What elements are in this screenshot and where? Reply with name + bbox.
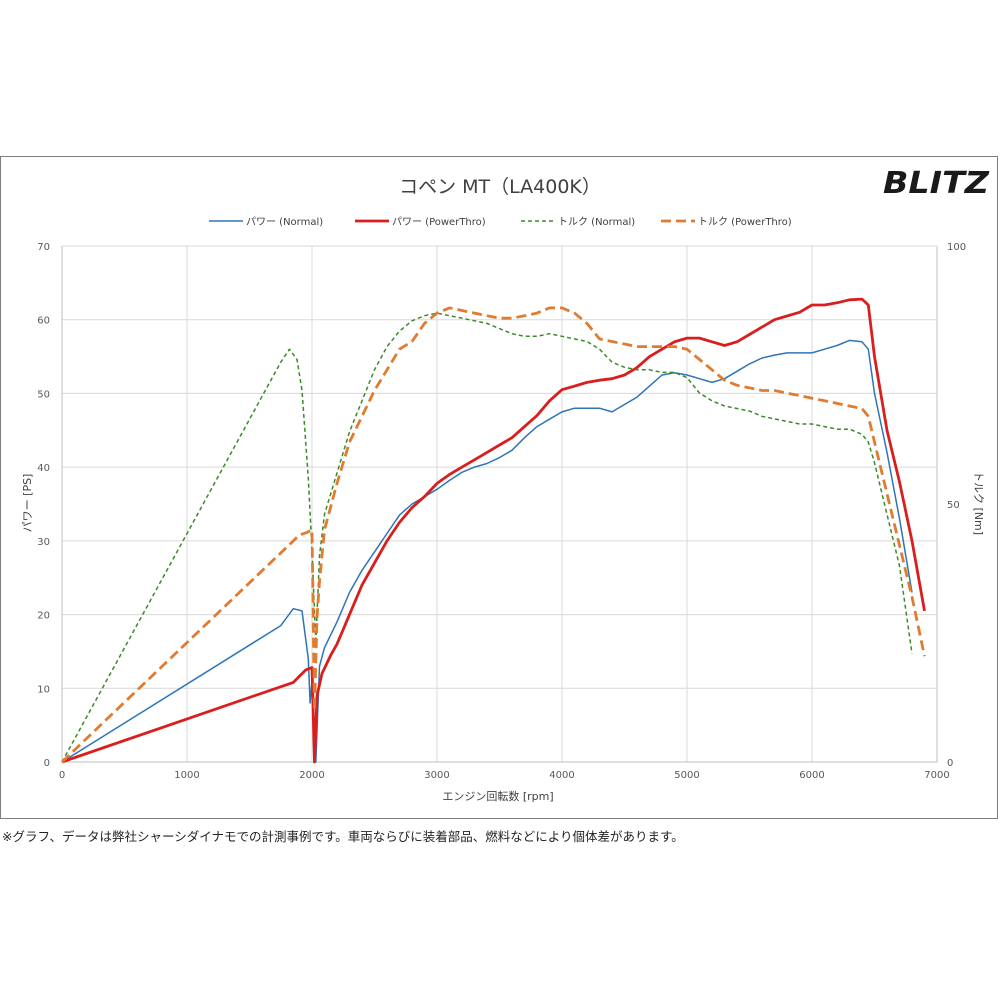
x-axis-title: エンジン回転数 [rpm] <box>442 790 553 803</box>
footnote: ※グラフ、データは弊社シャーシダイナモでの計測事例です。車両ならびに装着部品、燃… <box>2 829 684 844</box>
y-axis-title: パワー [PS] <box>21 474 34 533</box>
x-tick-label: 2000 <box>299 770 324 781</box>
series-line-0 <box>61 339 913 763</box>
x-tick-label: 6000 <box>799 770 824 781</box>
y2-tick-label: 0 <box>947 758 953 769</box>
series-line-1 <box>61 297 926 764</box>
y2-axis-title: トルク [Nm] <box>972 471 985 535</box>
x-tick-label: 4000 <box>549 770 574 781</box>
y-tick-label: 70 <box>37 242 50 253</box>
x-tick-label: 3000 <box>424 770 449 781</box>
y-tick-label: 20 <box>37 611 50 622</box>
legend-label-1: パワー (PowerThro) <box>392 216 486 228</box>
y2-tick-label: 50 <box>947 500 960 511</box>
legend: パワー (Normal) パワー (PowerThro) トルク (Normal) ト… <box>209 216 792 228</box>
y-tick-label: 40 <box>37 463 50 474</box>
blitz-logo: BLITZ <box>883 166 990 201</box>
y2-tick-label: 100 <box>947 242 966 253</box>
series-line-3 <box>61 306 926 764</box>
axes: 0 1000 2000 3000 4000 5000 6000 700001020304050… <box>37 242 966 781</box>
x-tick-label: 5000 <box>674 770 699 781</box>
legend-label-2: トルク (Normal) <box>558 216 635 228</box>
series-lines <box>61 297 926 764</box>
chart-title: コペン MT（LA400K） <box>399 176 601 198</box>
y-tick-label: 10 <box>37 684 50 695</box>
chart-frame: 0 1000 2000 3000 4000 5000 6000 7000 0 10 20 30 40 50… <box>0 156 998 819</box>
y-tick-label: 50 <box>37 389 50 400</box>
x-tick-label: 1000 <box>174 770 199 781</box>
x-tick-label: 0 <box>59 770 65 781</box>
series-line-2 <box>61 312 913 763</box>
y-tick-label: 60 <box>37 316 50 327</box>
chart-svg: 0 1000 2000 3000 4000 5000 6000 700001020304050… <box>21 166 990 803</box>
legend-label-3: トルク (PowerThro) <box>698 216 792 228</box>
y-tick-label: 0 <box>44 758 50 769</box>
grid <box>61 245 938 763</box>
y-tick-label: 30 <box>37 537 50 548</box>
x-tick-label: 7000 <box>924 770 949 781</box>
legend-label-0: パワー (Normal) <box>246 216 323 228</box>
